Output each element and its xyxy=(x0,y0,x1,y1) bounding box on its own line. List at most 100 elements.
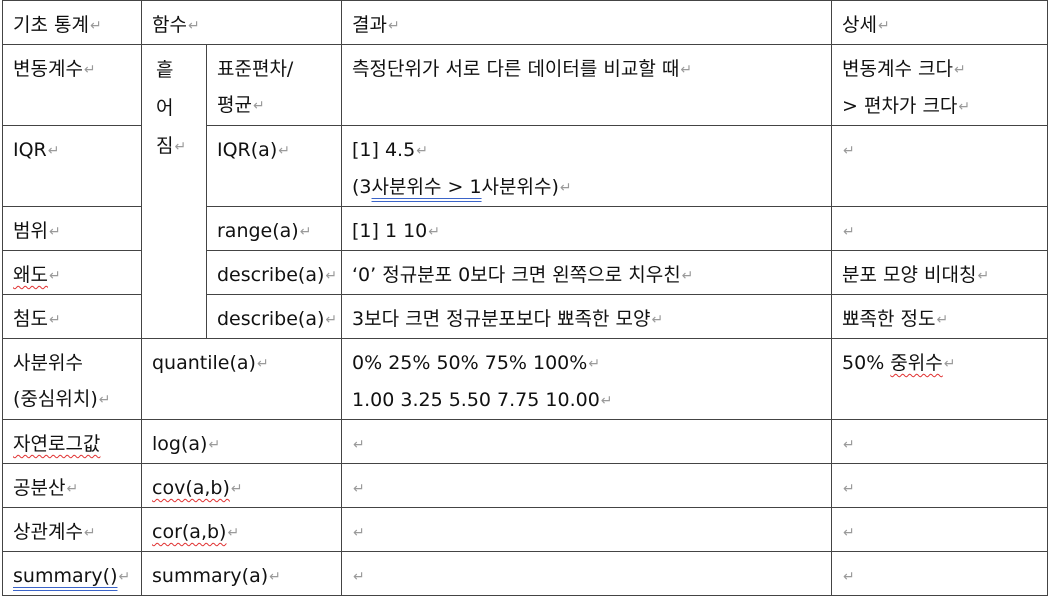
cv-detail-line1: 변동계수 크다 xyxy=(842,58,953,80)
log-name-cell: 자연로그값 xyxy=(2,419,142,464)
paragraph-mark-icon: ↵ xyxy=(187,18,200,34)
header-result: 결과 xyxy=(352,14,387,36)
paragraph-mark-icon: ↵ xyxy=(943,356,956,372)
quantile-name-line2: (중심위치) xyxy=(13,388,98,410)
paragraph-mark-icon: ↵ xyxy=(353,569,365,585)
cv-result-cell: 측정단위가 서로 다른 데이터를 비교할 때↵ xyxy=(341,44,833,126)
skew-func: describe(a) xyxy=(217,264,325,286)
paragraph-mark-icon: ↵ xyxy=(428,224,441,240)
kurt-result: 3보다 크면 정규분포보다 뾰족한 모양 xyxy=(352,308,651,330)
kurt-func: describe(a) xyxy=(217,308,325,330)
cv-detail-cell: 변동계수 크다↵ > 편차가 크다↵ xyxy=(831,44,1049,126)
range-func: range(a) xyxy=(217,220,299,242)
table-row: 공분산↵ cov(a,b) ↵ ↵ ↵ xyxy=(2,463,1049,508)
paragraph-mark-icon: ↵ xyxy=(48,224,61,240)
paragraph-mark-icon: ↵ xyxy=(325,268,338,284)
paragraph-mark-icon: ↵ xyxy=(353,481,365,497)
log-func-cell: log(a)↵ xyxy=(140,419,343,464)
paragraph-mark-icon: ↵ xyxy=(600,393,613,409)
cor-result-cell: ↵ xyxy=(341,507,833,552)
cov-result-cell: ↵ xyxy=(341,463,833,508)
summary-func: summary(a) xyxy=(152,565,269,587)
paragraph-mark-icon: ↵ xyxy=(118,569,131,585)
header-row: 기초 통계↵ 함수↵ 결과↵ 상세↵ xyxy=(2,0,1049,45)
summary-name: summary() xyxy=(13,565,118,587)
paragraph-mark-icon: ↵ xyxy=(843,525,855,541)
paragraph-mark-icon: ↵ xyxy=(681,268,694,284)
cv-detail-line2: > 편차가 크다 xyxy=(842,95,958,117)
header-func-cell: 함수↵ xyxy=(140,0,343,45)
paragraph-mark-icon: ↵ xyxy=(953,62,966,78)
paragraph-mark-icon: ↵ xyxy=(416,143,428,159)
paragraph-mark-icon: ↵ xyxy=(843,143,855,159)
paragraph-mark-icon: ↵ xyxy=(843,481,855,497)
table-row: 사분위수 (중심위치)↵ quantile(a)↵ 0% 25% 50% 75%… xyxy=(2,338,1049,420)
cor-detail-cell: ↵ xyxy=(831,507,1049,552)
iqr-name-cell: IQR↵ xyxy=(2,125,142,207)
iqr-result-prefix: (3 xyxy=(352,176,372,198)
iqr-result-line1: [1] 4.5 xyxy=(352,139,416,161)
summary-func-cell: summary(a)↵ xyxy=(140,551,343,596)
spread-label-char: 어 xyxy=(156,97,174,119)
paragraph-mark-icon: ↵ xyxy=(877,18,890,34)
range-result: [1] 1 10 xyxy=(352,220,428,242)
paragraph-mark-icon: ↵ xyxy=(843,437,855,453)
quantile-result-line2: 1.00 3.25 5.50 7.75 10.00 xyxy=(352,389,600,411)
summary-detail-cell: ↵ xyxy=(831,551,1049,596)
log-func: log(a) xyxy=(152,433,208,455)
table-row: 범위↵ range(a)↵ [1] 1 10↵ ↵ xyxy=(2,206,1049,251)
cov-func: cov(a,b) xyxy=(152,477,230,499)
quantile-detail-prefix: 50% xyxy=(842,352,891,374)
paragraph-mark-icon: ↵ xyxy=(325,312,338,328)
header-detail-cell: 상세↵ xyxy=(831,0,1049,45)
paragraph-mark-icon: ↵ xyxy=(252,98,265,114)
header-result-cell: 결과↵ xyxy=(341,0,833,45)
cor-name: 상관계수 xyxy=(13,521,83,543)
cv-name-cell: 변동계수↵ xyxy=(2,44,142,126)
range-detail-cell: ↵ xyxy=(831,206,1049,251)
quantile-name-cell: 사분위수 (중심위치)↵ xyxy=(2,338,142,420)
header-stat: 기초 통계 xyxy=(13,14,89,36)
cv-func-cell: 표준편차/ 평균↵ xyxy=(205,44,343,126)
paragraph-mark-icon: ↵ xyxy=(174,139,187,155)
table-row: 변동계수↵ 흩 어 짐↵ 표준편차/ 평균↵ 측정단위가 서로 다른 데이터를 … xyxy=(2,44,1049,339)
log-result-cell: ↵ xyxy=(341,419,833,464)
range-name-cell: 범위↵ xyxy=(2,206,142,251)
kurt-func-cell: describe(a)↵ xyxy=(205,294,343,339)
paragraph-mark-icon: ↵ xyxy=(651,312,664,328)
paragraph-mark-icon: ↵ xyxy=(47,143,60,159)
iqr-name: IQR xyxy=(13,139,47,161)
range-name: 범위 xyxy=(13,220,48,242)
cv-result: 측정단위가 서로 다른 데이터를 비교할 때 xyxy=(352,58,680,80)
paragraph-mark-icon: ↵ xyxy=(66,481,79,497)
paragraph-mark-icon: ↵ xyxy=(83,525,96,541)
paragraph-mark-icon: ↵ xyxy=(48,268,61,284)
kurt-detail: 뾰족한 정도 xyxy=(842,308,936,330)
quantile-name-line1: 사분위수 xyxy=(13,352,83,374)
quantile-result-line1: 0% 25% 50% 75% 100% xyxy=(352,352,588,374)
paragraph-mark-icon: ↵ xyxy=(353,525,365,541)
cor-func-cell: cor(a,b)↵ xyxy=(140,507,343,552)
paragraph-mark-icon: ↵ xyxy=(353,437,365,453)
paragraph-mark-icon: ↵ xyxy=(83,62,96,78)
iqr-result-suffix: 사분위수) xyxy=(481,176,559,198)
skew-func-cell: describe(a)↵ xyxy=(205,250,343,295)
cv-name: 변동계수 xyxy=(13,58,83,80)
paragraph-mark-icon: ↵ xyxy=(559,180,572,196)
cor-func: cor(a,b) xyxy=(152,521,227,543)
paragraph-mark-icon: ↵ xyxy=(48,312,61,328)
table-row: 자연로그값 log(a)↵ ↵ ↵ xyxy=(2,419,1049,464)
skew-result-cell: ‘0’ 정규분포 0보다 크면 왼쪽으로 치우친↵ xyxy=(341,250,833,295)
cv-func-line1: 표준편차/ xyxy=(217,58,294,80)
paragraph-mark-icon: ↵ xyxy=(269,569,281,585)
kurt-detail-cell: 뾰족한 정도↵ xyxy=(831,294,1049,339)
quantile-func-cell: quantile(a)↵ xyxy=(140,338,343,420)
cov-detail-cell: ↵ xyxy=(831,463,1049,508)
paragraph-mark-icon: ↵ xyxy=(977,268,990,284)
spread-label-char: 흩 xyxy=(156,59,174,81)
quantile-func: quantile(a) xyxy=(152,352,256,374)
cov-name-cell: 공분산↵ xyxy=(2,463,142,508)
paragraph-mark-icon: ↵ xyxy=(387,18,400,34)
paragraph-mark-icon: ↵ xyxy=(89,18,102,34)
